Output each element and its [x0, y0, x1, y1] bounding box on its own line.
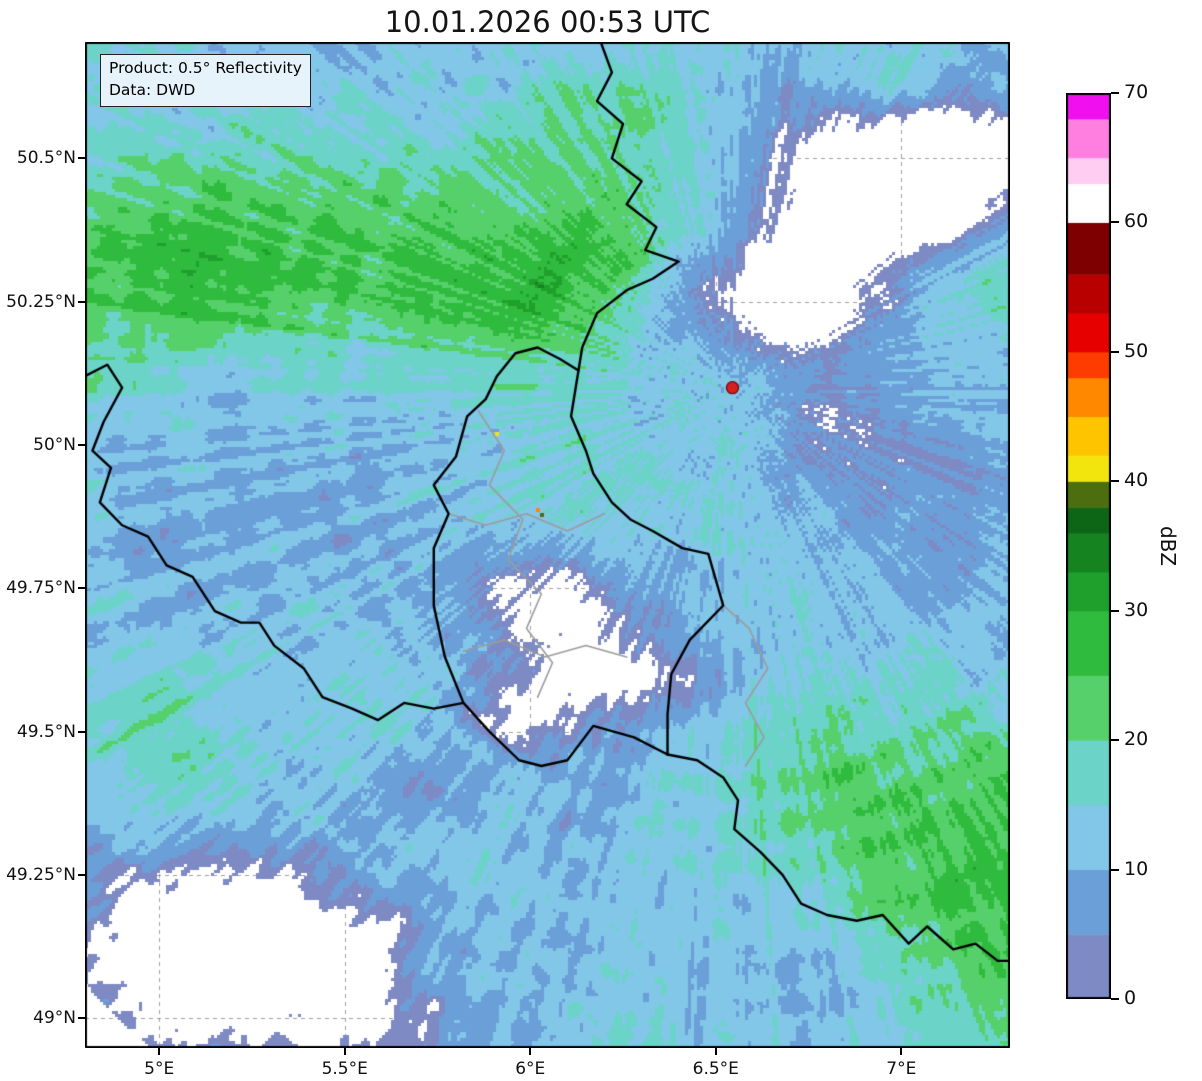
- y-tick-label: 50°N: [33, 434, 76, 455]
- y-tick-label: 49.75°N: [6, 578, 76, 599]
- colorbar-unit-label: dBZ: [1156, 525, 1180, 567]
- colorbar-tick-label: 10: [1124, 857, 1149, 880]
- annotation-source-line: Data: DWD: [109, 80, 196, 99]
- y-tick-mark: [78, 157, 85, 160]
- colorbar-tick-mark: [1111, 480, 1119, 483]
- x-tick-label: 5°E: [144, 1059, 175, 1079]
- x-tick-label: 6°E: [515, 1059, 546, 1079]
- colorbar-tick-label: 40: [1124, 469, 1149, 492]
- colorbar-tick-label: 30: [1124, 598, 1149, 621]
- colorbar-tick-mark: [1111, 868, 1119, 871]
- colorbar: [1066, 93, 1111, 999]
- product-annotation-box: Product: 0.5° Reflectivity Data: DWD: [100, 54, 311, 108]
- y-tick-label: 49°N: [33, 1008, 76, 1029]
- colorbar-tick-mark: [1111, 998, 1119, 1000]
- colorbar-tick-label: 50: [1124, 339, 1149, 362]
- x-tick-label: 7°E: [886, 1059, 917, 1079]
- annotation-product-line: Product: 0.5° Reflectivity: [109, 59, 302, 77]
- x-tick-mark: [714, 1048, 717, 1055]
- colorbar-tick-label: 20: [1124, 728, 1149, 751]
- y-tick-label: 49.25°N: [6, 864, 76, 885]
- colorbar-tick-label: 70: [1124, 81, 1149, 103]
- colorbar-tick-label: 60: [1124, 210, 1149, 233]
- x-tick-mark: [529, 1048, 532, 1055]
- y-tick-mark: [78, 300, 85, 303]
- y-tick-mark: [78, 730, 85, 733]
- figure-title: 10.01.2026 00:53 UTC: [384, 5, 711, 39]
- colorbar-tick-mark: [1111, 221, 1119, 224]
- colorbar-tick-label: 0: [1124, 987, 1137, 1009]
- y-tick-mark: [78, 587, 85, 590]
- colorbar-tick-mark: [1111, 609, 1119, 612]
- x-tick-mark: [158, 1048, 161, 1055]
- y-tick-mark: [78, 873, 85, 876]
- y-tick-label: 50.25°N: [6, 291, 76, 312]
- colorbar-tick-mark: [1111, 739, 1119, 742]
- y-tick-mark: [78, 443, 85, 446]
- x-tick-mark: [343, 1048, 346, 1055]
- x-tick-mark: [900, 1048, 903, 1055]
- x-tick-label: 6.5°E: [692, 1059, 739, 1079]
- y-tick-label: 49.5°N: [16, 721, 76, 742]
- y-tick-mark: [78, 1017, 85, 1020]
- colorbar-tick-mark: [1111, 350, 1119, 353]
- colorbar-tick-mark: [1111, 92, 1119, 94]
- x-tick-label: 5.5°E: [321, 1059, 368, 1079]
- y-tick-label: 50.5°N: [16, 148, 76, 169]
- radar-map-canvas: [85, 42, 1010, 1048]
